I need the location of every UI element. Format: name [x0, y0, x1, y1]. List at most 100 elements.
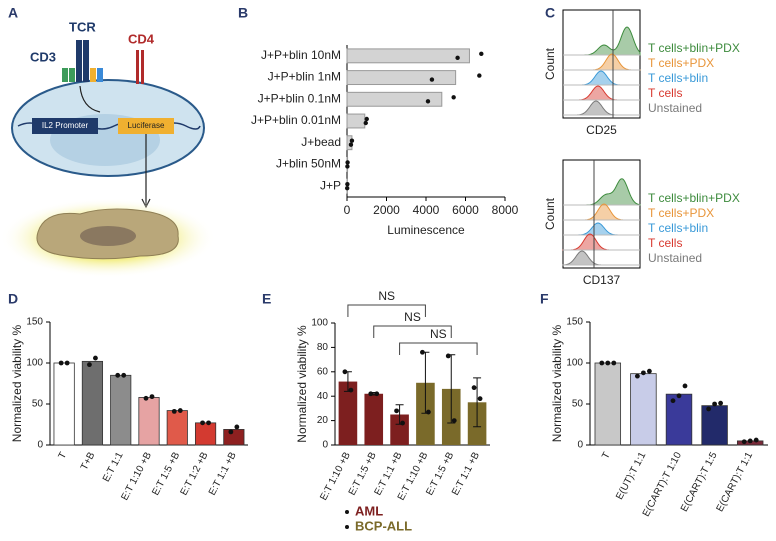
- data-point: [234, 424, 240, 430]
- data-point: [647, 368, 652, 374]
- x-tick-label: 0: [344, 203, 351, 217]
- data-point: [345, 160, 350, 165]
- significance-label: NS: [404, 310, 421, 324]
- x-tick-label: 8000: [492, 203, 519, 217]
- x-tick-label: E(CART):T 1:1: [715, 450, 756, 514]
- legend-label: T cells+blin+PDX: [648, 191, 740, 205]
- panel-letter: E: [262, 291, 271, 307]
- histogram-curve: [563, 203, 640, 221]
- data-point: [455, 55, 460, 61]
- data-point: [477, 73, 482, 78]
- y-tick-label: 20: [317, 415, 329, 426]
- y-tick-label: 80: [317, 342, 329, 353]
- x-tick-label: E(UT):T 1:1: [614, 450, 648, 502]
- data-point: [479, 51, 484, 57]
- y-tick-label: 40: [317, 391, 329, 402]
- data-point: [682, 383, 688, 389]
- x-tick-label: E:T 1:10 +B: [318, 450, 353, 502]
- data-point: [451, 418, 457, 423]
- data-point: [349, 138, 355, 143]
- y-tick-label: 50: [572, 399, 584, 410]
- legend-label: BCP-ALL: [355, 518, 412, 533]
- data-point: [177, 408, 183, 413]
- histogram-curve: [563, 178, 641, 206]
- y-tick-label: 100: [566, 358, 583, 369]
- bar: [166, 410, 188, 446]
- legend-label: Unstained: [648, 101, 702, 115]
- data-point: [676, 393, 682, 399]
- y-axis-title: Normalized viability %: [550, 324, 564, 442]
- data-point: [611, 360, 617, 366]
- data-point: [171, 408, 177, 414]
- bar: [346, 70, 457, 86]
- y-tick-label: 0: [37, 440, 43, 451]
- x-tick-label: E:T 1:10 +B: [119, 450, 154, 502]
- data-point: [206, 420, 211, 426]
- x-tick-label: T: [600, 450, 613, 461]
- y-axis-title: Count: [543, 47, 557, 80]
- data-point: [64, 360, 70, 366]
- x-tick-label: T: [57, 450, 70, 461]
- data-point: [394, 408, 399, 414]
- legend-marker: [345, 510, 349, 514]
- bar: [701, 405, 728, 446]
- legend-label: T cells+blin: [648, 71, 708, 85]
- legend-label: T cells+PDX: [648, 56, 714, 70]
- bar: [346, 113, 366, 129]
- y-tick-label: 150: [26, 317, 43, 328]
- bar: [665, 393, 693, 446]
- y-tick-label: J+P+blin 10nM: [261, 48, 341, 62]
- significance-bracket: [373, 325, 452, 338]
- data-point: [87, 362, 92, 368]
- legend-label: T cells: [648, 86, 682, 100]
- data-point: [121, 372, 127, 378]
- y-tick-label: 100: [26, 358, 43, 369]
- error-bar: [473, 377, 482, 428]
- data-point: [451, 95, 456, 100]
- reporter-box: [118, 118, 174, 134]
- x-tick-label: E:T 1:5 +B: [150, 450, 182, 497]
- data-point: [149, 394, 155, 400]
- data-point: [471, 385, 477, 391]
- significance-bracket: [399, 342, 478, 355]
- data-point: [706, 406, 711, 412]
- y-tick-label: 100: [311, 318, 328, 329]
- data-point: [348, 387, 354, 393]
- y-tick-label: J+P: [320, 178, 341, 192]
- y-tick-label: 150: [566, 317, 583, 328]
- histogram-curve: [563, 70, 640, 86]
- bar: [53, 362, 75, 446]
- x-axis-title: CD25: [586, 123, 617, 137]
- y-axis-title: Normalized viability %: [10, 324, 24, 442]
- promoter-box: [32, 118, 98, 134]
- data-point: [477, 396, 483, 402]
- data-point: [741, 439, 747, 445]
- data-point: [368, 391, 374, 397]
- x-axis-title: CD137: [583, 273, 621, 287]
- panel-a-diagram: A IL2 Promoter Luciferase CD3 TCR CD4: [0, 5, 216, 278]
- bar: [594, 362, 622, 446]
- histogram-curve: [562, 233, 640, 251]
- data-point: [605, 360, 611, 366]
- y-tick-label: 50: [32, 399, 44, 410]
- data-point: [345, 164, 350, 169]
- legend-label: T cells+blin+PDX: [648, 41, 740, 55]
- x-tick-label: E:T 1:1: [101, 450, 126, 484]
- legend-marker: [345, 525, 349, 529]
- data-point: [670, 398, 676, 404]
- data-point: [58, 360, 64, 366]
- data-point: [363, 120, 368, 126]
- histogram-curve: [562, 250, 640, 266]
- arrow: [79, 85, 101, 113]
- panel-letter: C: [545, 5, 555, 21]
- y-tick-label: 60: [317, 366, 329, 377]
- data-point: [143, 395, 149, 401]
- data-point: [364, 116, 369, 122]
- data-point: [641, 370, 646, 376]
- bar: [338, 381, 358, 445]
- legend-label: Unstained: [648, 251, 702, 265]
- data-point: [747, 438, 753, 444]
- bar: [346, 91, 443, 107]
- bar: [81, 360, 104, 446]
- panel-letter: F: [540, 291, 549, 307]
